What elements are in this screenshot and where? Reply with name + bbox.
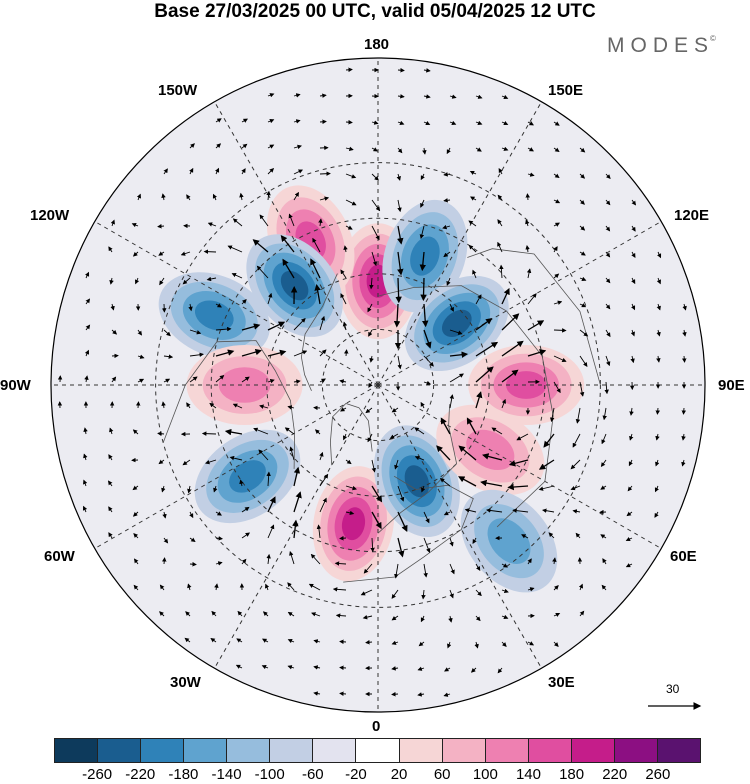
wind-vector	[346, 122, 352, 123]
wind-vector	[203, 434, 216, 435]
lon-label-30e: 30E	[548, 674, 575, 691]
wind-vector	[398, 70, 404, 71]
wind-vector	[164, 558, 165, 564]
wind-vector	[423, 278, 424, 300]
colorbar-swatch	[400, 739, 443, 762]
map-background	[40, 50, 720, 730]
colorbar	[54, 738, 701, 763]
wind-vector	[684, 408, 685, 414]
colorbar-tick-label: 180	[559, 766, 584, 783]
colorbar-swatch	[227, 739, 270, 762]
lon-label-0: 0	[372, 718, 380, 735]
colorbar-tick-label: 260	[645, 766, 670, 783]
wind-vector	[340, 538, 346, 539]
wind-vector	[340, 693, 346, 694]
wind-vector	[527, 194, 528, 200]
colorbar-tick-label: 60	[434, 766, 451, 783]
colorbar-ticks: -260 -220 -180 -140 -100 -60 -20 20 60 100 140 180 2…	[54, 766, 701, 784]
colorbar-tick-label: -20	[345, 766, 367, 783]
colorbar-swatch	[443, 739, 486, 762]
lon-label-90e: 90E	[718, 377, 745, 394]
wind-vector	[554, 330, 566, 331]
lon-label-30w: 30W	[170, 674, 201, 691]
colorbar-tick-label: -260	[82, 766, 112, 783]
wind-vector	[392, 694, 398, 695]
colorbar-swatch	[98, 739, 141, 762]
colorbar-swatch	[529, 739, 572, 762]
colorbar-swatch	[141, 739, 184, 762]
wind-vector	[346, 350, 347, 356]
lon-label-180: 180	[364, 36, 389, 53]
colorbar-swatch	[313, 739, 356, 762]
lon-label-150w: 150W	[158, 82, 197, 99]
lon-label-120e: 120E	[674, 207, 709, 224]
colorbar-tick-label: 220	[602, 766, 627, 783]
wind-vector	[340, 642, 346, 643]
colorbar-tick-label: -180	[168, 766, 198, 783]
lon-label-60w: 60W	[44, 548, 75, 565]
colorbar-swatch	[658, 739, 700, 762]
lon-label-60e: 60E	[670, 548, 697, 565]
lon-label-90w: 90W	[0, 377, 31, 394]
wind-vector	[684, 356, 685, 362]
colorbar-tick-label: -140	[212, 766, 242, 783]
colorbar-swatch	[184, 739, 227, 762]
colorbar-tick-label: -60	[302, 766, 324, 783]
colorbar-swatch	[615, 739, 658, 762]
wind-vector	[346, 70, 352, 71]
colorbar-tick-label: -220	[125, 766, 155, 783]
colorbar-tick-label: -100	[255, 766, 285, 783]
map-disc	[40, 50, 720, 730]
wind-vector	[138, 402, 139, 408]
wind-vector	[320, 174, 330, 175]
colorbar-swatch	[486, 739, 529, 762]
reference-vector-label: 30	[666, 682, 679, 696]
wind-vector	[340, 668, 346, 669]
lon-label-150e: 150E	[548, 82, 583, 99]
wind-vector	[320, 122, 326, 123]
colorbar-tick-label: 20	[391, 766, 408, 783]
colorbar-tick-label: 100	[473, 766, 498, 783]
colorbar-swatch	[270, 739, 313, 762]
colorbar-tick-label: 140	[516, 766, 541, 783]
wind-vector	[398, 278, 399, 302]
colorbar-swatch	[55, 739, 98, 762]
colorbar-swatch	[356, 739, 399, 762]
wind-vector	[657, 408, 658, 414]
wind-vector	[190, 564, 196, 565]
lon-label-120w: 120W	[30, 207, 69, 224]
colorbar-swatch	[572, 739, 615, 762]
wind-vector	[205, 252, 217, 253]
